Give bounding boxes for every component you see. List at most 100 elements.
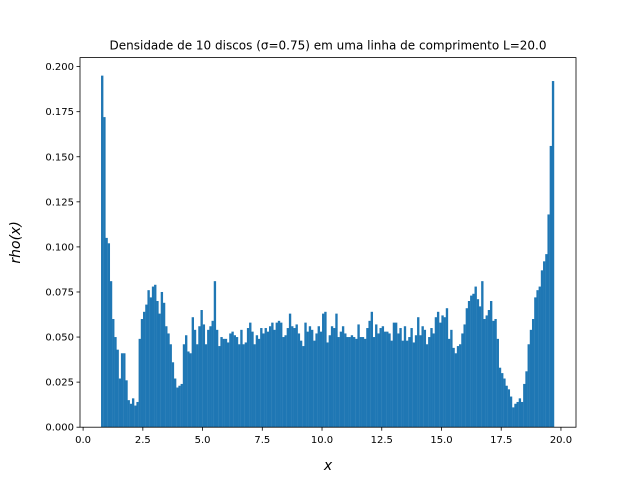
histogram-bar — [209, 326, 212, 428]
histogram-bar — [138, 338, 141, 428]
histogram-bar — [268, 326, 272, 428]
histogram-bar — [467, 301, 471, 428]
histogram-bar — [182, 344, 186, 428]
histogram-bar — [388, 333, 391, 428]
histogram-bar — [322, 313, 325, 428]
histogram-bar — [375, 324, 378, 428]
histogram-bar — [127, 400, 130, 428]
histogram-bar — [328, 335, 332, 428]
histogram-bar — [421, 326, 424, 428]
x-tick-label: 5.0 — [195, 435, 211, 446]
histogram-bar — [171, 362, 175, 428]
histogram-bar — [235, 337, 239, 428]
histogram-bar — [149, 297, 153, 428]
histogram-bar — [531, 319, 535, 428]
histogram-bar — [191, 317, 194, 428]
y-tick-label: 0.000 — [45, 423, 74, 434]
histogram-bar — [386, 331, 389, 428]
histogram-bar — [399, 328, 402, 428]
y-axis-label: rho(x) — [8, 221, 24, 263]
histogram-bar — [406, 340, 409, 428]
x-tick-label: 17.5 — [490, 435, 512, 446]
histogram-bar — [492, 320, 495, 428]
histogram-bar — [390, 340, 393, 428]
histogram-bar — [525, 371, 528, 428]
histogram-bar — [173, 378, 177, 428]
histogram-bar — [231, 331, 234, 428]
histogram-bar — [534, 297, 537, 428]
histogram-bar — [196, 344, 199, 428]
histogram-bar — [430, 328, 433, 428]
histogram-bar — [291, 326, 294, 428]
histogram-bar — [523, 383, 526, 428]
histogram-bar — [282, 337, 285, 428]
histogram-bar — [156, 301, 159, 428]
histogram-bar — [330, 326, 334, 428]
chart-title: Densidade de 10 discos (σ=0.75) em uma l… — [110, 39, 547, 53]
histogram-bar — [483, 319, 486, 428]
histogram-bar — [145, 304, 148, 428]
x-axis: 0.0 2.5 5.0 7.5 10.0 12.5 15.0 17.5 20.0 — [75, 427, 572, 446]
x-tick-label: 7.5 — [254, 435, 270, 446]
histogram-bar — [496, 338, 499, 428]
histogram-bar — [220, 337, 223, 428]
histogram-bar — [251, 331, 254, 428]
histogram-bar — [410, 328, 413, 428]
histogram-bar — [275, 322, 278, 428]
histogram-bar — [238, 344, 241, 428]
histogram-bar — [306, 331, 309, 428]
histogram-bar — [180, 383, 183, 428]
y-tick-label: 0.050 — [45, 333, 74, 344]
histogram-bar — [165, 326, 168, 428]
histogram-bar — [229, 333, 232, 428]
histogram-bar — [456, 346, 460, 428]
histogram-bar — [439, 322, 442, 428]
y-tick-label: 0.025 — [45, 378, 74, 389]
histogram-bar — [536, 290, 539, 428]
histogram-bar — [350, 335, 354, 428]
histogram-bar — [308, 326, 312, 428]
histogram-bar — [377, 333, 380, 428]
histogram-bar — [359, 337, 362, 428]
histogram-bar — [107, 243, 111, 428]
histogram-bar — [160, 291, 164, 428]
histogram-bar — [288, 313, 292, 428]
histogram-bar — [503, 378, 506, 428]
histogram-bar — [368, 320, 371, 428]
histogram-bar — [169, 344, 172, 428]
histogram-bar — [383, 331, 387, 428]
histogram-bar — [547, 214, 550, 428]
histogram-bar — [476, 299, 480, 428]
x-axis-label: x — [323, 458, 333, 474]
histogram-bar — [551, 81, 555, 428]
histogram-bar — [512, 407, 515, 428]
histogram-bar — [200, 310, 203, 428]
histogram-bar — [131, 398, 135, 428]
histogram-bar — [244, 342, 248, 428]
histogram-bar — [233, 335, 236, 428]
histogram-bar — [297, 333, 301, 428]
histogram-bar — [348, 337, 351, 428]
histogram-bar — [262, 333, 265, 428]
histogram-bar — [470, 295, 473, 428]
histogram-bar — [538, 286, 541, 428]
histogram-bar — [143, 311, 146, 428]
histogram-bar — [443, 317, 446, 428]
y-tick-label: 0.150 — [45, 152, 74, 163]
histogram-bar — [284, 335, 287, 428]
histogram-bar — [154, 284, 157, 428]
histogram-bar — [346, 337, 349, 428]
histogram-bar — [459, 344, 462, 428]
y-tick-label: 0.075 — [45, 287, 74, 298]
histogram-bar — [116, 349, 119, 428]
histogram-bar — [436, 311, 440, 428]
histogram-bar — [454, 353, 457, 428]
histogram-bar — [167, 333, 170, 428]
histogram-bar — [286, 328, 290, 428]
histogram-bar — [280, 322, 283, 428]
histogram-bar — [257, 338, 261, 428]
histogram-bar — [253, 344, 256, 428]
histogram-bar — [324, 311, 327, 428]
histogram-bar — [136, 401, 139, 428]
histogram-bar — [414, 335, 418, 428]
